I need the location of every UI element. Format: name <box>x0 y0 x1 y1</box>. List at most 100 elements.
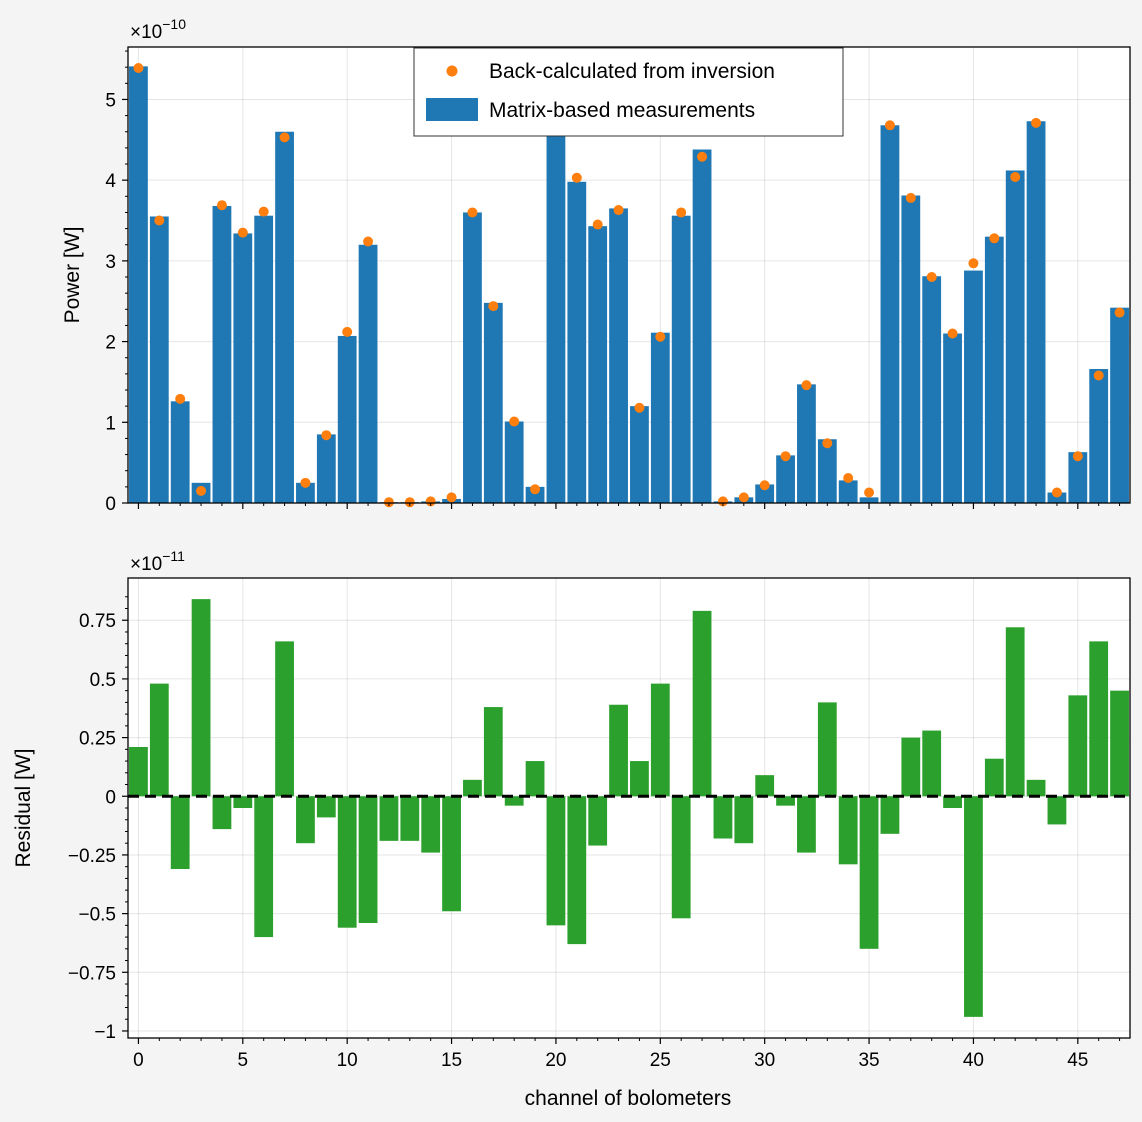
residual-bar <box>379 796 399 841</box>
residual-panel: −1 −0.75 −0.5 −0.25 0 0.25 0.5 0.75 0 5 10 15 20 25 30… <box>12 548 1131 1110</box>
residual-ytick-label: 0.25 <box>79 729 116 750</box>
backcalc-point <box>738 492 749 503</box>
backcalc-point <box>717 496 728 507</box>
residual-bar <box>442 796 461 912</box>
backcalc-point <box>363 236 374 247</box>
residual-bar <box>1068 695 1088 797</box>
residual-bar <box>463 779 482 797</box>
power-bar <box>943 333 962 503</box>
power-bar <box>755 484 775 503</box>
residual-bar <box>337 796 357 928</box>
residual-bar <box>504 796 524 806</box>
backcalc-point <box>258 206 269 217</box>
residual-bar <box>546 796 566 926</box>
residual-bar <box>671 796 691 919</box>
backcalc-point <box>634 402 645 413</box>
power-ytick-label: 5 <box>105 90 116 111</box>
power-bar <box>880 125 900 503</box>
power-bar <box>1089 369 1109 503</box>
power-ytick-label: 4 <box>105 171 116 192</box>
power-ytick-label: 0 <box>105 494 116 515</box>
residual-xtick-label: 15 <box>441 1050 462 1071</box>
backcalc-point <box>571 172 582 183</box>
power-bar <box>296 482 315 503</box>
backcalc-point <box>822 438 833 449</box>
backcalc-point <box>154 215 165 226</box>
residual-ytick-label: 0.75 <box>79 611 116 632</box>
residual-bar <box>922 730 942 797</box>
residual-bar <box>316 796 336 818</box>
backcalc-point <box>321 430 332 441</box>
backcalc-point <box>780 451 791 462</box>
power-bar <box>1005 170 1025 503</box>
residual-bar <box>609 704 628 797</box>
residual-bar <box>358 796 378 923</box>
power-bar <box>316 434 336 503</box>
power-bar <box>546 125 566 503</box>
legend: Back-calculated from inversion Matrix-ba… <box>413 47 844 137</box>
residual-bar <box>1005 627 1025 797</box>
power-bar <box>275 131 294 504</box>
residual-ytick-label: −0.75 <box>68 963 116 984</box>
power-bar <box>859 497 879 503</box>
backcalc-point <box>1051 487 1062 498</box>
power-ylabel: Power [W] <box>61 227 84 324</box>
power-bar <box>901 195 921 503</box>
residual-bar <box>1047 796 1067 825</box>
backcalc-point <box>133 62 144 73</box>
backcalc-point <box>196 485 207 496</box>
residual-bar <box>1089 641 1109 797</box>
residual-bar <box>233 796 253 808</box>
power-bar <box>1047 492 1067 503</box>
power-bar <box>1026 121 1046 503</box>
residual-bar <box>170 796 190 870</box>
power-ytick-label: 3 <box>105 252 116 273</box>
residual-bar <box>817 702 837 797</box>
power-bar <box>776 455 795 503</box>
power-bar <box>588 226 608 503</box>
backcalc-point <box>488 301 499 312</box>
power-bar <box>254 215 274 504</box>
residual-bar <box>984 758 1004 797</box>
residual-xtick-label: 45 <box>1067 1050 1088 1071</box>
residual-ytick-label: −0.25 <box>68 846 116 867</box>
residual-bar <box>630 761 649 797</box>
residual-bar <box>275 641 294 797</box>
backcalc-point <box>905 192 916 203</box>
backcalc-point <box>1093 370 1104 381</box>
power-bar <box>692 149 712 503</box>
backcalc-point <box>342 326 353 337</box>
residual-bar <box>149 683 169 797</box>
power-bar <box>650 332 670 503</box>
backcalc-point <box>592 219 603 230</box>
residual-plot-area <box>128 578 1130 1038</box>
power-bar <box>817 439 837 503</box>
legend-frame <box>413 47 844 137</box>
backcalc-point <box>613 205 624 216</box>
residual-xtick-label: 25 <box>650 1050 671 1071</box>
backcalc-point <box>446 492 457 503</box>
residual-bar <box>797 796 816 853</box>
residual-ytick-label: −1 <box>94 1022 116 1043</box>
residual-xtick-label: 40 <box>963 1050 984 1071</box>
power-bar <box>212 205 232 503</box>
residual-gridlines <box>128 578 1130 1038</box>
residual-bar <box>483 707 503 797</box>
legend-label-backcalc: Back-calculated from inversion <box>489 60 775 83</box>
power-axis-offset: ×10−10 <box>130 16 186 43</box>
residual-bar <box>421 796 441 853</box>
residual-bar <box>296 796 315 844</box>
backcalc-point <box>467 207 478 218</box>
residual-bar <box>525 761 545 797</box>
residual-xtick-label: 10 <box>337 1050 358 1071</box>
power-bar <box>233 233 253 503</box>
power-bar <box>149 216 169 503</box>
backcalc-point <box>801 380 812 391</box>
power-bar <box>838 480 858 503</box>
power-ytick-label: 2 <box>105 333 116 354</box>
backcalc-point <box>216 200 227 211</box>
backcalc-point <box>383 497 394 508</box>
residual-bar <box>588 796 608 846</box>
backcalc-point <box>279 132 290 143</box>
